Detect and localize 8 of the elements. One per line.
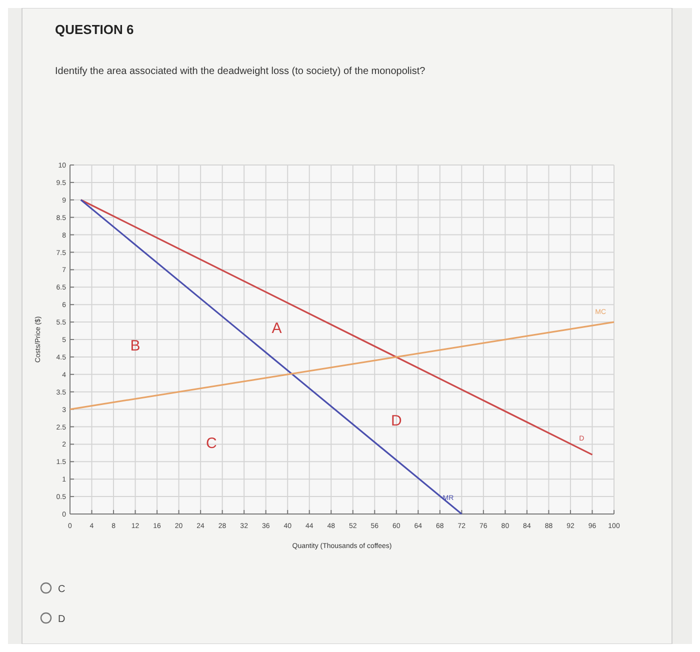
chart-title: QUESTION 6 bbox=[55, 22, 134, 37]
annotation: B bbox=[130, 337, 140, 354]
annotation: D bbox=[390, 412, 402, 430]
annotation: A bbox=[272, 320, 282, 337]
annotation: C bbox=[206, 435, 218, 452]
text: C bbox=[58, 584, 66, 595]
text: D bbox=[58, 614, 66, 625]
chart-subtitle: Identify the area associated with the deadweight loss (to society) of the monopolist? bbox=[55, 66, 426, 77]
